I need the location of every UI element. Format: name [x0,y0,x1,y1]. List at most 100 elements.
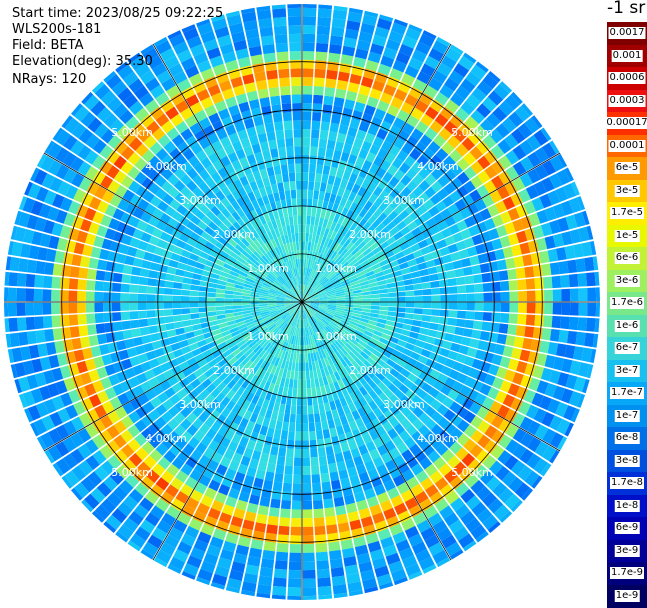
ray-bin [492,303,501,312]
ray-bin [434,257,444,266]
ray-bin [444,262,454,271]
ray-bin [509,280,518,290]
colorbar-tick-label: 1e-9 [615,590,640,602]
ray-bin [299,363,302,372]
ray-bin [260,567,274,577]
ray-bin [281,164,288,173]
ray-bin [500,281,509,291]
ray-bin [288,164,295,173]
ray-bin [51,303,60,315]
ray-bin [114,331,124,341]
ray-bin [288,17,301,26]
ray-bin [260,141,269,151]
ray-bin [224,298,233,302]
ray-bin [448,310,457,318]
ray-bin [267,167,275,177]
ray-bin [131,328,141,337]
ray-bin [329,550,342,560]
ray-bin [272,438,280,448]
ray-bin [294,449,301,458]
ray-bin [430,281,439,288]
ray-bin [457,285,466,293]
ray-bin [328,463,337,473]
ray-bin [190,297,199,302]
ray-bin [260,497,271,507]
ray-bin [262,444,271,454]
ray-bin [273,17,287,27]
ray-bin [335,453,344,463]
ray-bin [207,287,216,292]
ray-bin [332,18,346,28]
ray-bin [509,291,518,301]
ray-bin [289,34,301,43]
ray-bin [429,274,439,282]
ray-bin [466,285,475,293]
ray-bin [155,310,164,317]
ray-bin [292,103,301,112]
ray-bin [324,87,335,97]
ray-bin [313,190,319,199]
ray-bin [295,432,301,441]
ray-bin [150,262,160,271]
ray-bin [302,207,306,216]
ray-bin [184,271,194,278]
colorbar-tick-label: 1e-5 [615,230,640,242]
ray-bin [216,302,225,306]
ray-bin [505,335,515,346]
ray-bin [272,490,282,500]
ray-bin [380,298,389,302]
ray-bin [314,517,325,526]
ray-bin [70,266,80,278]
ray-bin [535,290,544,301]
ray-bin [156,279,165,287]
ray-bin [172,309,181,316]
ray-bin [295,164,301,173]
ray-bin [404,279,413,285]
ray-bin [274,165,282,175]
ray-bin [380,302,389,306]
ray-bin [311,207,316,216]
ray-bin [552,276,562,288]
ray-bin [282,491,292,500]
ray-bin [316,34,329,44]
ray-bin [449,303,458,310]
ray-bin [311,466,319,475]
ray-bin [233,302,242,305]
ray-bin [277,182,284,192]
ray-bin [576,258,586,272]
ray-bin [311,138,319,147]
ray-bin [388,287,397,292]
ray-bin [436,331,446,339]
ray-bin [34,289,43,301]
ray-bin [303,544,315,553]
ray-bin [285,405,291,414]
colorbar-tick-label: 1.7e-9 [610,567,644,579]
ray-bin [328,541,340,551]
ray-bin [454,327,464,336]
ray-bin [160,338,170,347]
ray-bin [302,155,309,164]
ray-bin [306,216,311,225]
ray-bin [295,233,299,242]
ray-bin [428,329,438,337]
ray-bin [86,291,95,301]
ray-bin [207,311,216,316]
ray-bin [270,148,278,158]
ray-bin [129,303,138,311]
ray-bin [138,303,147,311]
ray-bin [453,335,463,344]
ray-bin [114,263,124,273]
ray-bin [330,35,343,45]
ray-bin [363,302,372,305]
ray-bin [404,319,413,325]
colorbar-tick-label: 3e-6 [615,275,640,287]
ray-bin [290,51,302,60]
ray-bin [139,319,149,327]
ray-bin [318,586,332,596]
ray-bin [303,51,315,60]
ray-bin [51,290,60,302]
ray-bin [305,233,309,242]
ray-bin [461,337,471,347]
ray-bin [276,130,285,140]
ray-bin [35,261,45,274]
